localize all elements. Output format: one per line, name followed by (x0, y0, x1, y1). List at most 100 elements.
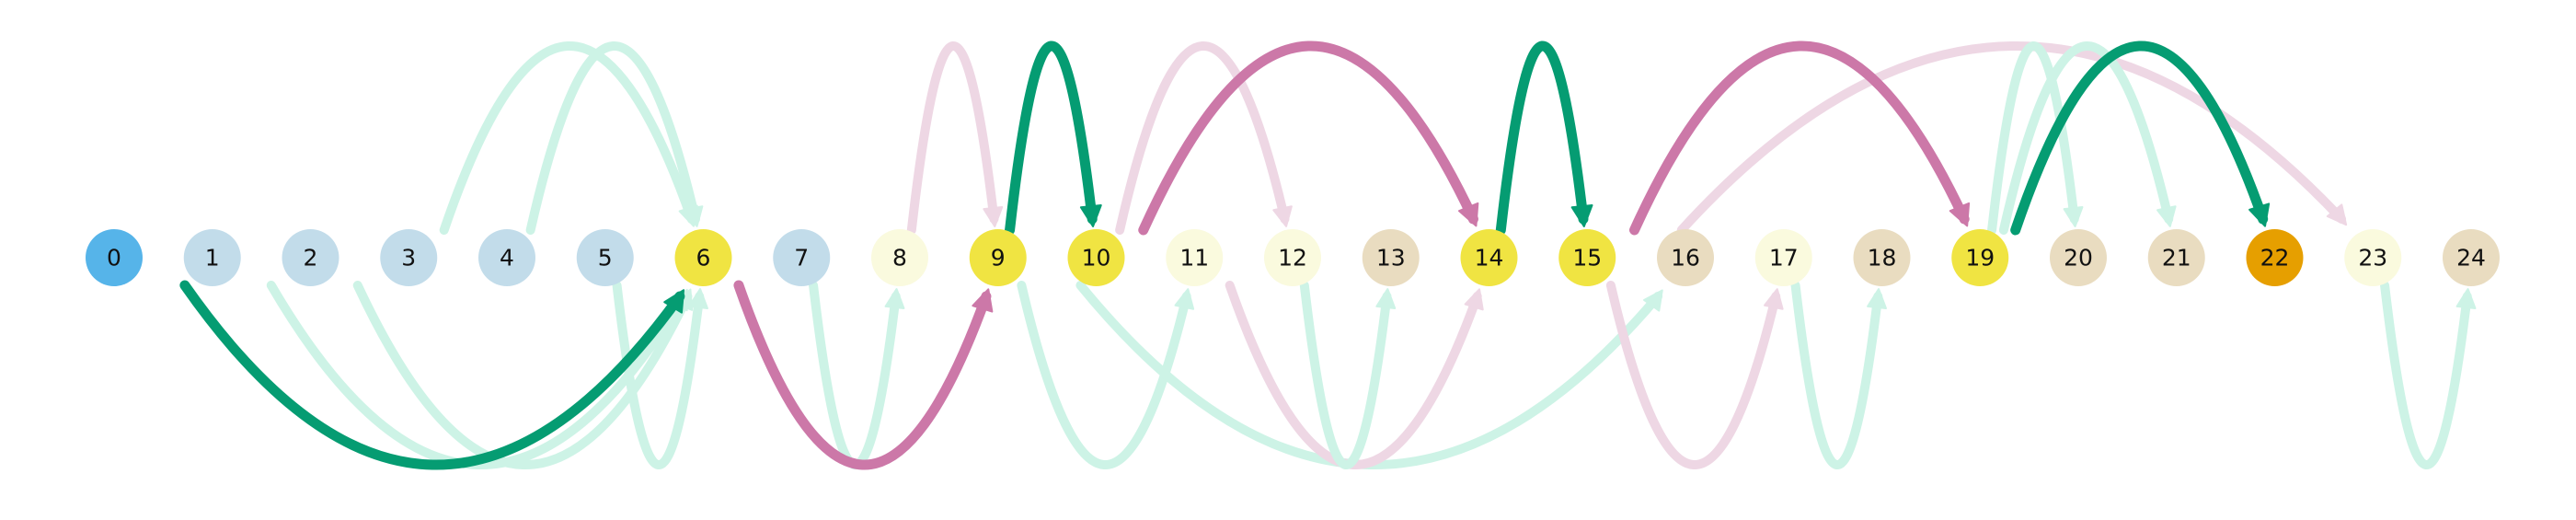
edge-15-19 (1628, 40, 1971, 236)
edge-7-8 (809, 281, 905, 469)
node-circle (1657, 229, 1714, 286)
edge-arrowhead (1457, 202, 1479, 227)
node-circle (1067, 229, 1125, 286)
node-label: 4 (500, 245, 514, 272)
node-circle (969, 229, 1027, 286)
node-6: 6 (674, 229, 732, 286)
node-0: 0 (86, 229, 143, 286)
node-circle (576, 229, 634, 286)
node-24: 24 (2443, 229, 2500, 286)
node-circle (282, 229, 339, 286)
node-circle (86, 229, 143, 286)
node-19: 19 (1951, 229, 2009, 286)
node-label: 12 (1278, 245, 1307, 272)
edge-line (1495, 40, 1589, 236)
edge-arrowhead (688, 288, 708, 309)
edge-arrowhead (1375, 288, 1397, 309)
edge-8-9 (906, 41, 1004, 235)
node-label: 16 (1671, 245, 1700, 272)
node-11: 11 (1166, 229, 1224, 286)
edge-arrowhead (1174, 288, 1195, 310)
node-label: 10 (1082, 245, 1111, 272)
edge-12-13 (1299, 281, 1397, 469)
node-18: 18 (1853, 229, 1911, 286)
node-circle (2443, 229, 2500, 286)
node-circle (2050, 229, 2107, 286)
edge-arrowhead (683, 205, 704, 227)
edge-15-23 (1676, 41, 2348, 235)
node-label: 14 (1475, 245, 1504, 272)
edge-line (2010, 40, 2269, 236)
edge-arrowhead (983, 206, 1004, 227)
node-circle (2147, 229, 2205, 286)
edge-15-17 (1605, 281, 1784, 469)
node-circle (1951, 229, 2009, 286)
edge-arrowhead (1643, 289, 1663, 312)
node-circle (1362, 229, 1420, 286)
node-circle (1754, 229, 1812, 286)
edge-10-12 (1115, 41, 1293, 235)
node-label: 7 (794, 245, 809, 272)
edge-line (525, 41, 700, 235)
edge-line (1628, 40, 1970, 236)
edge-9-10 (1005, 40, 1102, 236)
edge-line (1115, 41, 1290, 235)
edge-17-18 (1790, 281, 1887, 469)
node-circle (183, 229, 241, 286)
edge-6-9 (733, 280, 994, 470)
nodes-layer: 0 1 2 3 4 5 6 7 8 9 10 11 12 13 14 15 16 17 18 19 20 21 22 23 24 (86, 229, 2500, 286)
edge-line (1075, 281, 1663, 469)
edge-arrowhead (2063, 206, 2084, 227)
edge-line (1005, 40, 1098, 236)
edge-line (352, 281, 693, 469)
edge-line (1299, 281, 1392, 469)
node-circle (1264, 229, 1321, 286)
edge-line (906, 41, 999, 235)
node-22: 22 (2246, 229, 2304, 286)
edge-0-6 (179, 280, 685, 470)
edge-arrowhead (2455, 288, 2477, 309)
edge-line (1790, 281, 1883, 469)
node-label: 6 (696, 245, 711, 272)
node-8: 8 (871, 229, 928, 286)
node-15: 15 (1558, 229, 1616, 286)
node-label: 23 (2358, 245, 2387, 272)
edge-arrowhead (2248, 202, 2271, 227)
node-label: 5 (598, 245, 613, 272)
node-circle (2246, 229, 2304, 286)
node-9: 9 (969, 229, 1027, 286)
node-circle (674, 229, 732, 286)
node-13: 13 (1362, 229, 1420, 286)
edge-arrowhead (1272, 205, 1293, 227)
edge-arrowhead (2156, 205, 2177, 227)
node-label: 24 (2456, 245, 2486, 272)
node-circle (1460, 229, 1518, 286)
edge-arrowhead (1949, 202, 1971, 227)
edge-19-20 (1987, 41, 2084, 235)
edge-line (1676, 41, 2347, 235)
edge-23-24 (2380, 281, 2477, 469)
node-label: 21 (2162, 245, 2191, 272)
node-2: 2 (282, 229, 339, 286)
edge-arrowhead (1464, 288, 1484, 311)
node-label: 9 (991, 245, 1006, 272)
node-1: 1 (183, 229, 241, 286)
edge-5-6 (612, 281, 708, 469)
edge-19-21 (1998, 41, 2177, 235)
node-label: 17 (1769, 245, 1799, 272)
node-label: 13 (1376, 245, 1406, 272)
edge-line (1138, 40, 1478, 236)
node-circle (1166, 229, 1224, 286)
node-7: 7 (773, 229, 831, 286)
edge-arrowhead (2326, 203, 2348, 226)
node-10: 10 (1067, 229, 1125, 286)
edge-10-14 (1138, 40, 1479, 236)
highlighted-path-layer (179, 40, 2271, 470)
edge-line (809, 281, 901, 469)
edge-arrowhead (884, 288, 905, 309)
node-12: 12 (1264, 229, 1321, 286)
edge-3-6 (439, 41, 698, 235)
node-label: 11 (1179, 245, 1209, 272)
node-label: 18 (1868, 245, 1897, 272)
